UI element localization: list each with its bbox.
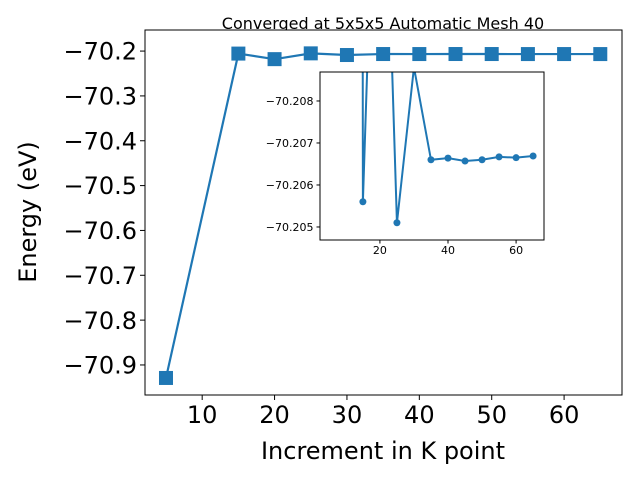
x-axis-label: Increment in K point [261,437,505,465]
x-tick-label: 40 [404,401,435,429]
marker [478,156,486,164]
y-tick-label: −70.205 [266,221,314,234]
y-axis-label: Energy (eV) [14,141,42,283]
y-tick-label: −70.7 [63,262,137,290]
marker [461,157,469,165]
marker [158,370,173,385]
y-tick-label: −70.3 [63,83,137,111]
marker [484,47,499,62]
chart-title: Converged at 5x5x5 Automatic Mesh 40 [222,14,544,33]
y-tick-label: −70.8 [63,307,137,335]
x-tick-label: 20 [373,244,387,257]
marker [303,46,318,61]
y-tick-label: −70.5 [63,172,137,200]
x-tick-label: 60 [509,244,523,257]
y-tick-label: −70.6 [63,217,137,245]
x-tick-label: 30 [332,401,363,429]
x-tick-label: 40 [441,244,455,257]
y-tick-label: −70.208 [266,95,314,108]
axes-frame [319,71,545,241]
marker [512,154,520,162]
marker [412,47,427,62]
y-tick-label: −70.207 [266,137,314,150]
x-tick-label: 10 [187,401,218,429]
y-tick-label: −70.9 [63,352,137,380]
y-tick-label: −70.2 [63,38,137,66]
marker [267,52,282,67]
marker [557,47,572,62]
marker [520,47,535,62]
marker [427,156,435,164]
x-tick-label: 20 [259,401,290,429]
marker [448,47,463,62]
y-tick-label: −70.206 [266,179,314,192]
x-tick-label: 60 [549,401,580,429]
marker [529,152,537,160]
marker [231,46,246,61]
y-tick-label: −70.4 [63,127,137,155]
marker [444,154,452,162]
marker [339,48,354,63]
marker [376,47,391,62]
plot-series [158,46,608,385]
plot-area [320,72,544,240]
marker [593,47,608,62]
x-tick-label: 50 [476,401,507,429]
marker [359,198,367,206]
marker [393,219,401,227]
axes-frame [144,29,623,396]
plot-series [359,72,537,227]
marker [495,153,503,161]
